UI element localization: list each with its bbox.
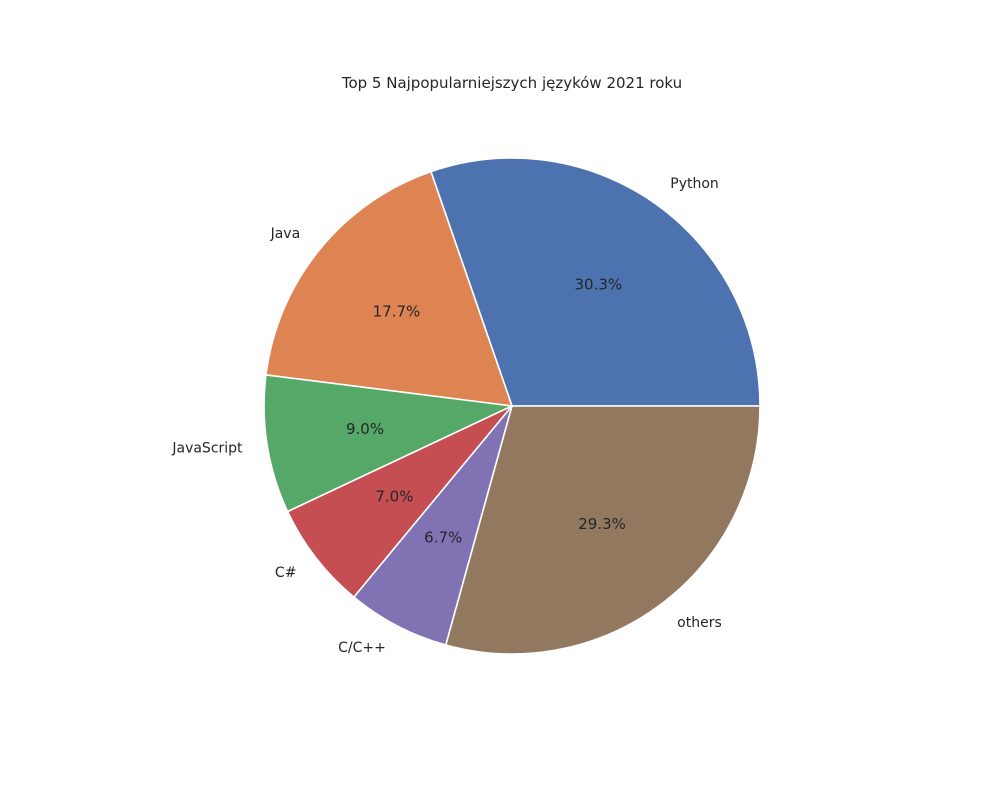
pct-label-others: 29.3%	[578, 515, 626, 533]
pie-slice-javascript	[263, 374, 513, 513]
slice-label-javascript: JavaScript	[171, 441, 243, 457]
pie-slice-csharp	[286, 405, 513, 598]
slice-label-python: Python	[670, 176, 719, 192]
pie-slice-python	[430, 157, 761, 407]
pie-labels: Python 30.3% Java 17.7% JavaScript 9.0% C# 7.0%…	[171, 176, 721, 656]
slice-label-others: others	[677, 615, 722, 631]
pie-slices	[263, 157, 761, 655]
pct-label-javascript: 9.0%	[346, 420, 384, 438]
pie-slice-java	[265, 170, 513, 407]
pct-label-java: 17.7%	[373, 303, 421, 321]
slice-label-csharp: C#	[275, 565, 297, 581]
pct-label-c-cplusplus: 6.7%	[424, 528, 462, 546]
chart-title: Top 5 Najpopularniejszych języków 2021 r…	[341, 74, 682, 92]
pie-slice-others	[445, 405, 761, 655]
pct-label-python: 30.3%	[574, 275, 622, 293]
slice-label-java: Java	[270, 226, 301, 242]
slice-label-c-cplusplus: C/C++	[338, 640, 386, 656]
pct-label-csharp: 7.0%	[375, 488, 413, 506]
